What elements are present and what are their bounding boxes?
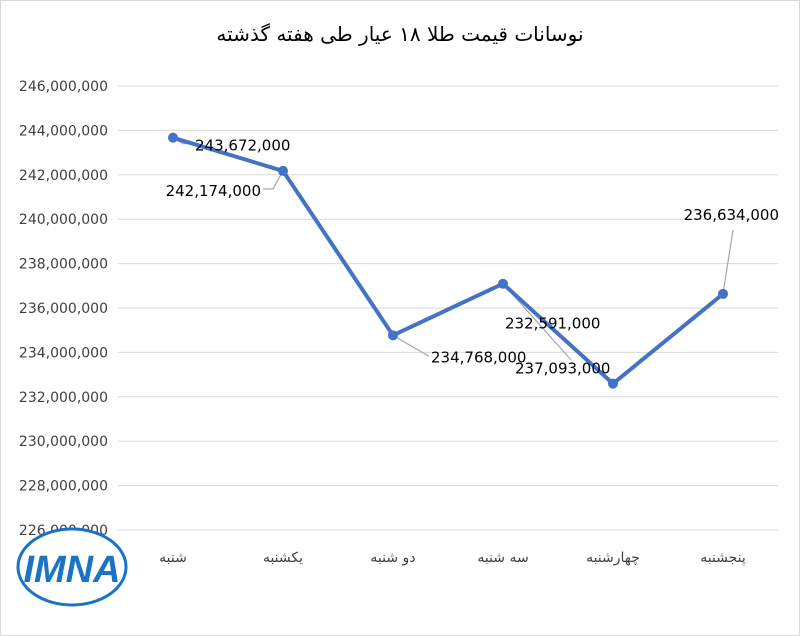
y-tick-label: 240,000,000 — [19, 212, 108, 228]
x-tick-label: پنجشنبه — [700, 550, 746, 566]
data-label: 232,591,000 — [505, 315, 600, 333]
leader-line — [722, 229, 734, 295]
logo-text: IMNA — [23, 549, 120, 591]
series-line — [171, 135, 725, 386]
data-label: 242,174,000 — [166, 182, 261, 200]
y-axis-ticks: 226,000,000228,000,000230,000,000232,000… — [19, 79, 108, 539]
y-tick-label: 230,000,000 — [19, 434, 108, 450]
y-tick-label: 244,000,000 — [19, 123, 108, 139]
data-labels: 243,672,000 242,174,000 234,768,000237,093… — [166, 137, 779, 378]
x-tick-label: دو شنبه — [370, 550, 415, 566]
data-point — [718, 288, 728, 299]
y-tick-label: 242,000,000 — [19, 168, 108, 184]
x-tick-label: چهارشنبه — [586, 550, 640, 566]
x-axis-ticks: شنبه یکشنبه دو شنبه سه شنبه چهارشنبه پنجشنبه — [159, 550, 746, 566]
leader-line — [392, 334, 430, 357]
chart-title: نوسانات قیمت طلا ۱۸ عیار طی هفته گذشته — [216, 22, 584, 46]
series-line-layer — [171, 135, 725, 386]
data-label: 243,672,000 — [195, 137, 290, 155]
x-tick-label: شنبه — [159, 550, 187, 566]
data-point — [608, 378, 618, 389]
data-point — [168, 132, 178, 143]
y-tick-label: 228,000,000 — [19, 479, 108, 495]
y-tick-label: 232,000,000 — [19, 390, 108, 406]
data-label: 234,768,000 — [431, 348, 526, 366]
y-tick-label: 234,000,000 — [19, 345, 108, 361]
data-point — [278, 165, 288, 176]
data-point — [498, 278, 508, 289]
data-label: 237,093,000 — [515, 360, 610, 378]
x-tick-label: یکشنبه — [263, 550, 303, 566]
y-tick-label: 236,000,000 — [19, 301, 108, 317]
imna-logo: IMNA — [16, 527, 128, 607]
leader-line — [263, 170, 284, 190]
data-points — [168, 132, 728, 389]
y-tick-label: 246,000,000 — [19, 79, 108, 95]
x-tick-label: سه شنبه — [477, 550, 528, 566]
data-label: 236,634,000 — [684, 206, 779, 224]
y-tick-label: 238,000,000 — [19, 257, 108, 273]
data-point — [388, 330, 398, 341]
